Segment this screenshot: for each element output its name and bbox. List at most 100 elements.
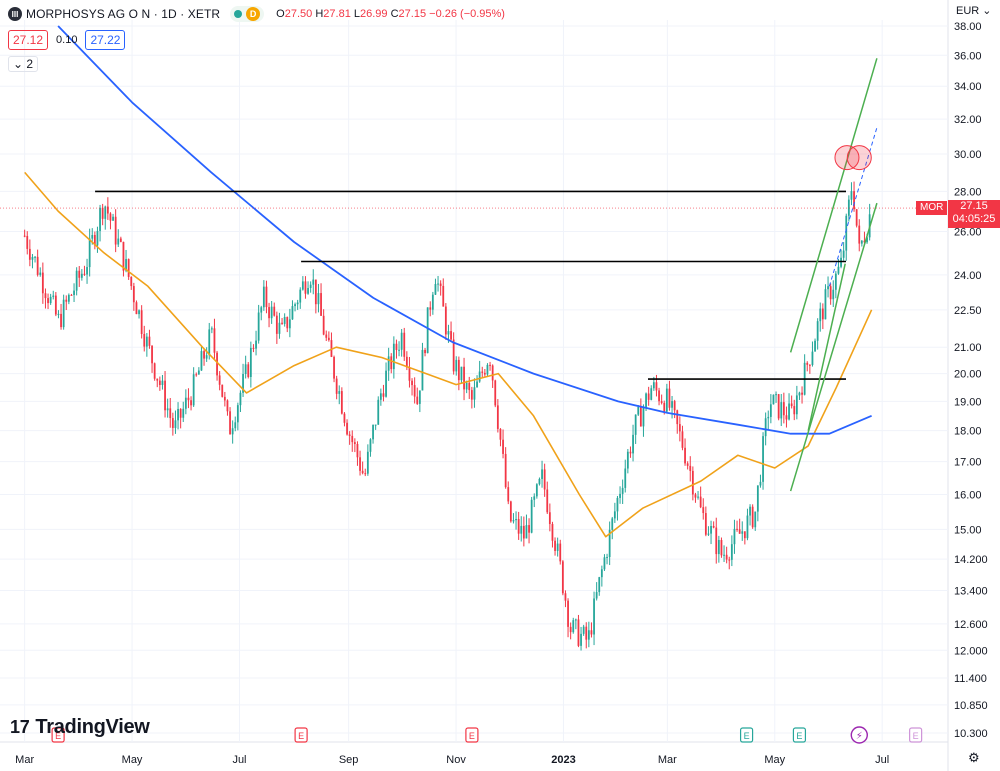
candle-body (642, 407, 645, 427)
candle-body (509, 501, 512, 522)
symbol-price-tag: MOR (916, 201, 948, 215)
candle-body (751, 506, 754, 528)
candle-body (754, 511, 757, 528)
candle-body (470, 390, 473, 400)
candle-body (119, 238, 122, 242)
candle-body (317, 293, 320, 305)
candle-body (691, 470, 694, 495)
x-tick-label: Mar (15, 754, 34, 766)
candle-body (385, 370, 387, 397)
candle-body (234, 422, 237, 429)
candle-body (689, 465, 692, 471)
y-tick-label: 14.200 (954, 554, 988, 566)
candle-body (832, 289, 835, 300)
candle-body (853, 191, 855, 210)
candle-body (535, 484, 538, 497)
candle-body (759, 481, 762, 486)
candle-body (639, 406, 642, 427)
candle-body (686, 463, 689, 466)
candle-body (291, 306, 294, 320)
candle-body (424, 349, 426, 354)
candle-body (140, 310, 143, 334)
y-tick-label: 28.00 (954, 186, 982, 198)
earnings-marker[interactable]: E (792, 727, 807, 743)
earnings-marker-label: E (469, 731, 475, 741)
candle-body (663, 402, 666, 412)
candle-body (78, 270, 81, 278)
earnings-marker[interactable]: E (294, 727, 308, 743)
candle-body (226, 400, 229, 412)
candle-body (223, 396, 226, 401)
candle-body (125, 259, 127, 271)
earnings-marker[interactable]: E (51, 727, 65, 743)
market-status-toggle[interactable]: D (230, 6, 265, 22)
candle-body (174, 420, 177, 428)
bid-button[interactable]: 27.12 (8, 30, 49, 50)
event-flash-marker[interactable]: ⚡ (850, 726, 868, 744)
trend-channel-line (789, 202, 878, 492)
candle-body (252, 347, 255, 349)
candle-body (187, 397, 190, 401)
gear-icon[interactable]: ⚙ (968, 750, 980, 765)
candle-body (762, 436, 764, 482)
candle-body (335, 378, 338, 394)
candle-body (486, 364, 489, 375)
indicators-toggle[interactable]: ⌄ 2 (8, 56, 39, 72)
tradingview-logo[interactable]: 17 TradingView (10, 716, 150, 739)
x-tick-label: Mar (658, 754, 677, 766)
candle-body (723, 554, 725, 556)
candle-body (91, 235, 94, 239)
candle-body (398, 349, 400, 351)
currency-selector[interactable]: EUR ⌄ (956, 4, 992, 17)
candle-body (122, 241, 125, 271)
candle-body (239, 392, 242, 406)
candle-body (429, 307, 432, 310)
candle-body (626, 451, 629, 469)
candle-body (197, 370, 200, 375)
candle-body (361, 470, 364, 474)
candle-body (221, 384, 224, 397)
ask-button[interactable]: 27.22 (85, 30, 126, 50)
candle-body (699, 496, 702, 508)
candle-body (798, 392, 801, 396)
candle-body (746, 515, 749, 539)
candle-body (671, 401, 673, 408)
candle-body (767, 416, 770, 419)
earnings-marker-label: E (796, 731, 802, 741)
earnings-marker[interactable]: E (465, 727, 479, 743)
candle-body (551, 524, 554, 541)
ma-fast-line (24, 171, 873, 538)
candle-body (101, 207, 104, 219)
candle-body (673, 401, 676, 411)
candle-body (585, 626, 588, 640)
candle-body (481, 371, 484, 373)
candle-body (712, 526, 715, 528)
candle-body (65, 299, 68, 302)
candle-body (489, 364, 491, 366)
candle-body (572, 620, 575, 633)
candle-body (166, 408, 169, 411)
candle-body (200, 351, 203, 371)
candle-body (366, 451, 369, 474)
bid-ask-row: 27.12 0.10 27.22 (8, 30, 126, 50)
candle-body (320, 293, 322, 316)
candle-body (655, 382, 658, 391)
candle-body (309, 284, 312, 288)
candle-body (442, 285, 445, 307)
candle-body (764, 418, 767, 437)
y-tick-label: 17.00 (954, 457, 982, 469)
candle-body (569, 626, 572, 633)
candle-body (543, 469, 546, 490)
earnings-marker[interactable]: E (739, 727, 754, 743)
earnings-marker-label: E (55, 731, 61, 741)
earnings-marker[interactable]: E (909, 727, 923, 743)
symbol-title[interactable]: MORPHOSYS AG O N · 1D · XETR (26, 7, 221, 21)
candle-body (41, 272, 44, 294)
symbol-legend[interactable]: III MORPHOSYS AG O N · 1D · XETR D O27.5… (8, 6, 505, 22)
candle-body (450, 331, 452, 340)
candle-body (707, 533, 710, 535)
candle-body (260, 307, 263, 313)
candle-body (769, 404, 772, 417)
candle-body (548, 512, 551, 525)
